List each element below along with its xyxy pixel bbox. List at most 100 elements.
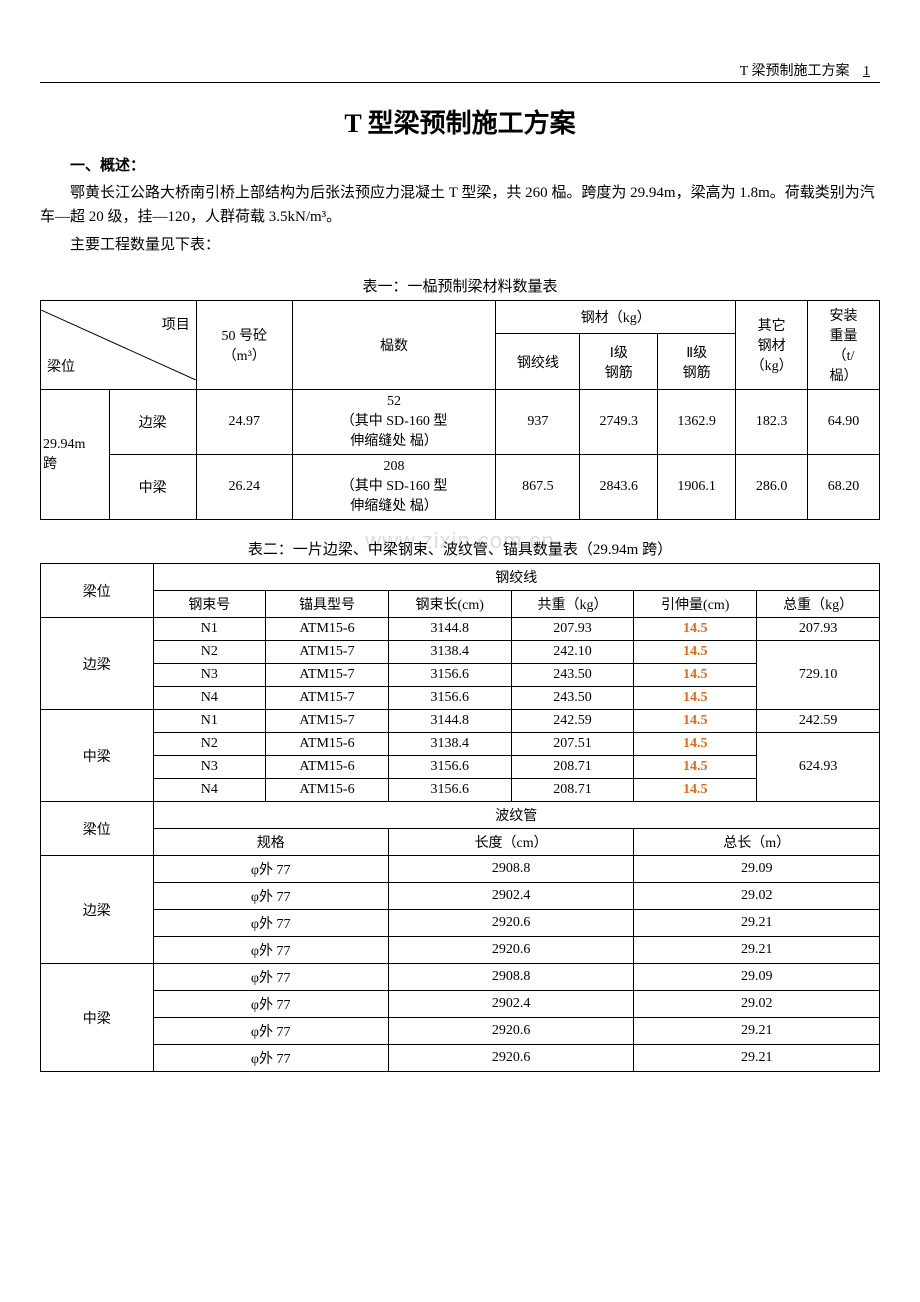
- beam1-label: 边梁: [41, 618, 154, 710]
- table-cell: 2920.6: [388, 1018, 634, 1045]
- table-cell: 2902.4: [388, 883, 634, 910]
- table-cell: 2920.6: [388, 1045, 634, 1072]
- col-len: 钢束长(cm): [388, 591, 511, 618]
- pos-label-2: 梁位: [41, 802, 154, 856]
- corrugated-group: 波纹管: [153, 802, 879, 829]
- table-cell: N3: [153, 664, 266, 687]
- table-cell: N4: [153, 687, 266, 710]
- table-cell: 2908.8: [388, 964, 634, 991]
- table-cell: N3: [153, 756, 266, 779]
- table-cell: φ外 77: [153, 856, 388, 883]
- table-cell: 2920.6: [388, 910, 634, 937]
- col-wt: 共重（kg）: [511, 591, 634, 618]
- pos-label: 梁位: [41, 564, 154, 618]
- table-cell: 29.02: [634, 883, 880, 910]
- table-cell: ATM15-6: [266, 618, 389, 641]
- table-cell: 3138.4: [388, 733, 511, 756]
- table-cell: 182.3: [736, 390, 808, 455]
- table-cell: 208.71: [511, 779, 634, 802]
- table-cell: 24.97: [196, 390, 292, 455]
- table-cell: 14.5: [634, 756, 757, 779]
- table-cell: ATM15-7: [266, 664, 389, 687]
- page-title: T 型梁预制施工方案: [40, 103, 880, 140]
- col-pin: 榀数: [292, 301, 496, 390]
- table-cell: φ外 77: [153, 937, 388, 964]
- corr2-label: 中梁: [41, 964, 154, 1072]
- table-cell: 242.59: [757, 710, 880, 733]
- table-cell: 14.5: [634, 733, 757, 756]
- table-cell: 29.09: [634, 856, 880, 883]
- table-cell: 242.59: [511, 710, 634, 733]
- table-cell: φ外 77: [153, 1045, 388, 1072]
- col-strand: 钢绞线: [496, 334, 580, 390]
- col-r2: Ⅱ级 钢筋: [658, 334, 736, 390]
- page-header: T 梁预制施工方案 1: [40, 60, 880, 83]
- col-total: 总重（kg）: [757, 591, 880, 618]
- table-cell: 14.5: [634, 710, 757, 733]
- table-cell: 29.21: [634, 910, 880, 937]
- col-r1: Ⅰ级 钢筋: [580, 334, 658, 390]
- table-cell: 1906.1: [658, 455, 736, 520]
- table-cell: 26.24: [196, 455, 292, 520]
- table-cell: 52 （其中 SD-160 型 伸缩缝处 榀）: [292, 390, 496, 455]
- table-cell: 29.21: [634, 1018, 880, 1045]
- table1-caption: 表一：一榀预制梁材料数量表: [40, 275, 880, 296]
- col-other: 其它 钢材 （kg）: [736, 301, 808, 390]
- strand-group: 钢绞线: [153, 564, 879, 591]
- diag-bottom-label: 梁位: [47, 356, 75, 376]
- table-cell: 207.93: [757, 618, 880, 641]
- table2-caption: 表二：一片边梁、中梁钢束、波纹管、锚具数量表（29.94m 跨）: [40, 538, 880, 559]
- table-cell: N4: [153, 779, 266, 802]
- table-cell: 3156.6: [388, 664, 511, 687]
- table-cell: 243.50: [511, 664, 634, 687]
- col-elong: 引伸量(cm): [634, 591, 757, 618]
- table-cell: 29.21: [634, 937, 880, 964]
- table-cell: 729.10: [757, 641, 880, 710]
- col-bundle: 钢束号: [153, 591, 266, 618]
- table-cell: φ外 77: [153, 883, 388, 910]
- table-row: 边梁: [109, 390, 196, 455]
- table-cell: 207.51: [511, 733, 634, 756]
- span-label: 29.94m 跨: [41, 390, 110, 520]
- table-cell: 29.02: [634, 991, 880, 1018]
- table1: 项目 梁位 50 号砼 （m³） 榀数 钢材（kg） 其它 钢材 （kg） 安装…: [40, 300, 880, 520]
- table-cell: 3156.6: [388, 756, 511, 779]
- table-cell: 208 （其中 SD-160 型 伸缩缝处 榀）: [292, 455, 496, 520]
- table-cell: ATM15-6: [266, 756, 389, 779]
- table-cell: 14.5: [634, 618, 757, 641]
- table-cell: 2902.4: [388, 991, 634, 1018]
- table-cell: 243.50: [511, 687, 634, 710]
- table-cell: N1: [153, 618, 266, 641]
- table-cell: 207.93: [511, 618, 634, 641]
- beam2-label: 中梁: [41, 710, 154, 802]
- table-cell: 867.5: [496, 455, 580, 520]
- table-cell: φ外 77: [153, 910, 388, 937]
- table-cell: ATM15-6: [266, 779, 389, 802]
- table-cell: N1: [153, 710, 266, 733]
- col-steel-group: 钢材（kg）: [496, 301, 736, 334]
- table-cell: 2908.8: [388, 856, 634, 883]
- col-weight: 安装 重量 （t/ 榀）: [808, 301, 880, 390]
- table-cell: N2: [153, 733, 266, 756]
- table-cell: 208.71: [511, 756, 634, 779]
- corr-col-spec: 规格: [153, 829, 388, 856]
- table-cell: ATM15-7: [266, 710, 389, 733]
- corr1-label: 边梁: [41, 856, 154, 964]
- corr-col-total: 总长（m）: [634, 829, 880, 856]
- table-row: 中梁: [109, 455, 196, 520]
- table-cell: 2920.6: [388, 937, 634, 964]
- page-number: 1: [863, 64, 870, 79]
- table-cell: 68.20: [808, 455, 880, 520]
- table-cell: 2749.3: [580, 390, 658, 455]
- table-cell: 2843.6: [580, 455, 658, 520]
- table-cell: 29.21: [634, 1045, 880, 1072]
- table-cell: φ外 77: [153, 991, 388, 1018]
- table-cell: 14.5: [634, 687, 757, 710]
- table-cell: 1362.9: [658, 390, 736, 455]
- table-cell: 3138.4: [388, 641, 511, 664]
- table2: 梁位 钢绞线 钢束号 锚具型号 钢束长(cm) 共重（kg） 引伸量(cm) 总…: [40, 563, 880, 1072]
- table-cell: 14.5: [634, 641, 757, 664]
- table-cell: 14.5: [634, 779, 757, 802]
- table-cell: 624.93: [757, 733, 880, 802]
- table-cell: 3144.8: [388, 710, 511, 733]
